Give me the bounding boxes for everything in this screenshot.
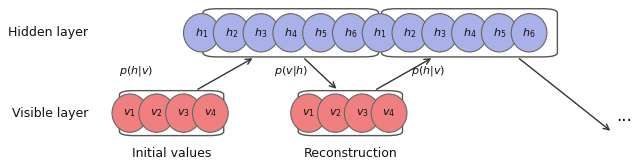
Text: $h_6$: $h_6$ bbox=[522, 26, 536, 40]
Text: $h_2$: $h_2$ bbox=[225, 26, 238, 40]
Text: $h_1$: $h_1$ bbox=[374, 26, 387, 40]
Ellipse shape bbox=[392, 14, 428, 52]
Text: ...: ... bbox=[616, 107, 632, 125]
Ellipse shape bbox=[139, 94, 175, 132]
Ellipse shape bbox=[243, 14, 279, 52]
Text: $h_3$: $h_3$ bbox=[433, 26, 446, 40]
Ellipse shape bbox=[511, 14, 547, 52]
FancyBboxPatch shape bbox=[203, 9, 379, 57]
Text: Visible layer: Visible layer bbox=[12, 107, 88, 120]
Ellipse shape bbox=[112, 94, 148, 132]
Text: Hidden layer: Hidden layer bbox=[8, 26, 88, 39]
Ellipse shape bbox=[452, 14, 488, 52]
Text: $v_4$: $v_4$ bbox=[204, 107, 217, 119]
Text: $h_5$: $h_5$ bbox=[314, 26, 327, 40]
Ellipse shape bbox=[344, 94, 380, 132]
Text: $v_2$: $v_2$ bbox=[150, 107, 163, 119]
Ellipse shape bbox=[193, 94, 228, 132]
Text: $v_3$: $v_3$ bbox=[356, 107, 369, 119]
Ellipse shape bbox=[166, 94, 202, 132]
FancyBboxPatch shape bbox=[381, 9, 557, 57]
Ellipse shape bbox=[213, 14, 249, 52]
Text: $v_4$: $v_4$ bbox=[383, 107, 396, 119]
Text: $p(h|v)$: $p(h|v)$ bbox=[118, 64, 153, 78]
Ellipse shape bbox=[184, 14, 220, 52]
Text: $v_1$: $v_1$ bbox=[124, 107, 136, 119]
Text: $h_5$: $h_5$ bbox=[493, 26, 506, 40]
Ellipse shape bbox=[332, 14, 368, 52]
Text: $h_3$: $h_3$ bbox=[254, 26, 268, 40]
Text: $h_4$: $h_4$ bbox=[284, 26, 298, 40]
Text: $h_2$: $h_2$ bbox=[403, 26, 417, 40]
Text: $p(h|v)$: $p(h|v)$ bbox=[411, 64, 445, 78]
Ellipse shape bbox=[291, 94, 326, 132]
Text: $h_4$: $h_4$ bbox=[463, 26, 476, 40]
Text: $h_1$: $h_1$ bbox=[195, 26, 208, 40]
Ellipse shape bbox=[273, 14, 308, 52]
Text: $p(v|h)$: $p(v|h)$ bbox=[274, 64, 308, 78]
FancyBboxPatch shape bbox=[298, 91, 403, 136]
Text: $v_2$: $v_2$ bbox=[329, 107, 342, 119]
Ellipse shape bbox=[371, 94, 407, 132]
Text: $v_1$: $v_1$ bbox=[302, 107, 315, 119]
Text: $h_6$: $h_6$ bbox=[344, 26, 357, 40]
Ellipse shape bbox=[303, 14, 339, 52]
Text: Reconstruction: Reconstruction bbox=[303, 147, 397, 160]
FancyBboxPatch shape bbox=[120, 91, 224, 136]
Ellipse shape bbox=[317, 94, 353, 132]
Ellipse shape bbox=[481, 14, 517, 52]
Text: $v_3$: $v_3$ bbox=[177, 107, 190, 119]
Ellipse shape bbox=[362, 14, 398, 52]
Text: Initial values: Initial values bbox=[132, 147, 211, 160]
Ellipse shape bbox=[422, 14, 458, 52]
